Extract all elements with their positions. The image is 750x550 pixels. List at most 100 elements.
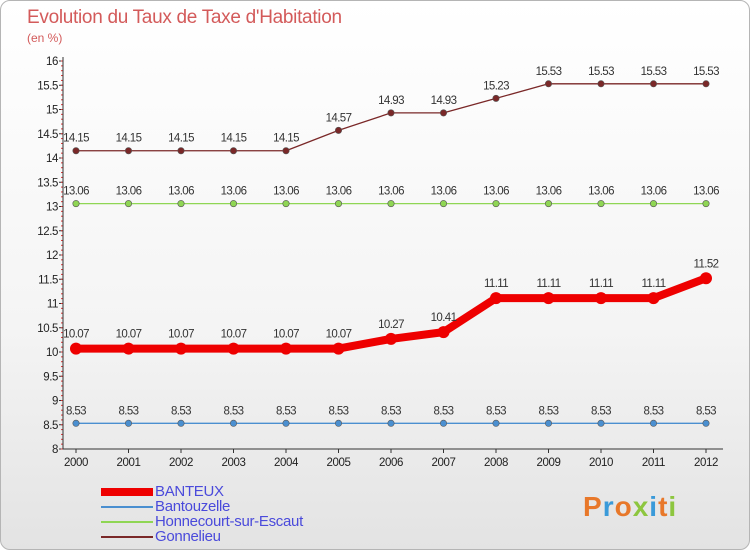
data-label: 11.11 [484, 278, 508, 290]
y-minor-tick [61, 259, 63, 261]
data-label: 8.53 [486, 405, 506, 417]
data-label: 8.53 [644, 405, 664, 417]
y-tick-label: 13.5 [37, 177, 58, 189]
y-minor-tick [61, 429, 63, 431]
data-point [334, 419, 342, 427]
data-label: 14.15 [63, 133, 89, 145]
legend-swatch [101, 506, 153, 508]
y-tick-label: 9 [52, 396, 58, 408]
y-minor-tick [61, 288, 63, 290]
data-label: 8.53 [434, 405, 454, 417]
data-label: 10.07 [63, 329, 89, 341]
data-label: 13.06 [378, 186, 404, 198]
chart-title: Evolution du Taux de Taxe d'Habitation [27, 7, 342, 28]
data-label: 10.27 [378, 319, 404, 331]
x-tick-label: 2007 [432, 457, 456, 469]
y-minor-tick [61, 283, 63, 285]
data-point [332, 342, 345, 355]
y-minor-tick [61, 152, 63, 154]
y-tick-label: 11.5 [38, 274, 58, 286]
y-minor-tick [61, 99, 63, 101]
y-minor-tick [61, 84, 63, 86]
data-label: 10.07 [326, 329, 352, 341]
data-label: 8.53 [119, 405, 139, 417]
y-minor-tick [61, 142, 63, 144]
data-point [702, 419, 710, 427]
logo-letter: o [614, 491, 633, 522]
proxiti-logo: Proxiti [583, 491, 677, 523]
series-banteux: 10.07 10.07 10.07 10.07 10.07 10.07 10.27 10.41… [63, 258, 719, 355]
series-layer: 8.53 8.53 8.53 8.53 8.53 8.53 8.53 8.53 8.53 8.53… [63, 66, 720, 427]
data-point [230, 147, 238, 155]
data-point [492, 94, 500, 102]
series-honnecourt-sur-escaut: 13.06 13.06 13.06 13.06 13.06 13.06 13.06 13.06… [63, 186, 720, 208]
data-label: 14.93 [378, 95, 404, 107]
data-label: 10.07 [221, 329, 247, 341]
y-minor-tick [61, 109, 63, 110]
data-label: 8.53 [539, 405, 559, 417]
legend-swatch [101, 488, 153, 496]
y-minor-tick [61, 225, 63, 227]
data-point [230, 200, 238, 208]
data-label: 14.15 [168, 133, 194, 145]
data-label: 15.53 [536, 66, 562, 78]
logo-letter: x [632, 491, 650, 522]
y-minor-tick [61, 380, 63, 382]
y-minor-tick [61, 162, 63, 164]
data-label: 8.53 [66, 405, 86, 417]
data-label: 14.15 [221, 133, 247, 145]
data-point [439, 200, 447, 208]
data-point [122, 342, 135, 355]
data-label: 15.23 [483, 80, 509, 92]
y-minor-tick [61, 341, 63, 343]
y-minor-tick [61, 356, 63, 358]
y-minor-tick [61, 414, 63, 416]
data-point [175, 342, 187, 355]
data-label: 13.06 [431, 186, 457, 198]
data-point [387, 419, 395, 427]
data-label: 13.06 [536, 186, 562, 198]
data-label: 13.06 [693, 186, 719, 198]
data-point [125, 147, 133, 155]
data-label: 13.06 [168, 186, 194, 198]
legend-label: BANTEUX [155, 483, 224, 500]
data-point [280, 342, 292, 355]
data-point [125, 419, 133, 427]
y-minor-tick [61, 133, 63, 135]
data-point [544, 419, 552, 427]
y-minor-tick [61, 293, 63, 295]
y-minor-tick [61, 172, 63, 174]
data-label: 8.53 [276, 405, 296, 417]
y-minor-tick [61, 303, 63, 304]
y-minor-tick [61, 438, 63, 440]
y-minor-tick [61, 65, 63, 67]
data-point [72, 419, 80, 427]
data-point [227, 342, 240, 355]
data-label: 10.07 [116, 329, 142, 341]
data-label: 8.53 [224, 405, 244, 417]
axes: 8 8.5 9 9.5 10 10.5 11 11.5 12 12.5 13 13.5 14 14.5 15… [37, 56, 723, 469]
y-minor-tick [61, 176, 63, 178]
y-minor-tick [61, 147, 63, 149]
data-point [125, 200, 133, 208]
y-minor-tick [61, 298, 63, 300]
data-label: 15.53 [693, 66, 719, 78]
legend-swatch [101, 536, 153, 538]
y-minor-tick [61, 235, 63, 237]
y-tick-label: 13 [46, 202, 58, 214]
data-label: 14.93 [431, 95, 457, 107]
y-tick-label: 10 [46, 347, 58, 359]
x-tick-label: 2011 [642, 457, 665, 469]
y-minor-tick [61, 138, 63, 140]
data-point [700, 272, 712, 285]
y-minor-tick [61, 118, 63, 120]
y-minor-tick [61, 215, 63, 217]
y-minor-tick [61, 385, 63, 387]
y-tick-label: 10.5 [37, 323, 58, 335]
data-point [597, 419, 605, 427]
data-label: 11.11 [536, 278, 560, 290]
data-label: 13.06 [483, 186, 509, 198]
y-minor-tick [61, 201, 63, 203]
y-minor-tick [61, 390, 63, 392]
